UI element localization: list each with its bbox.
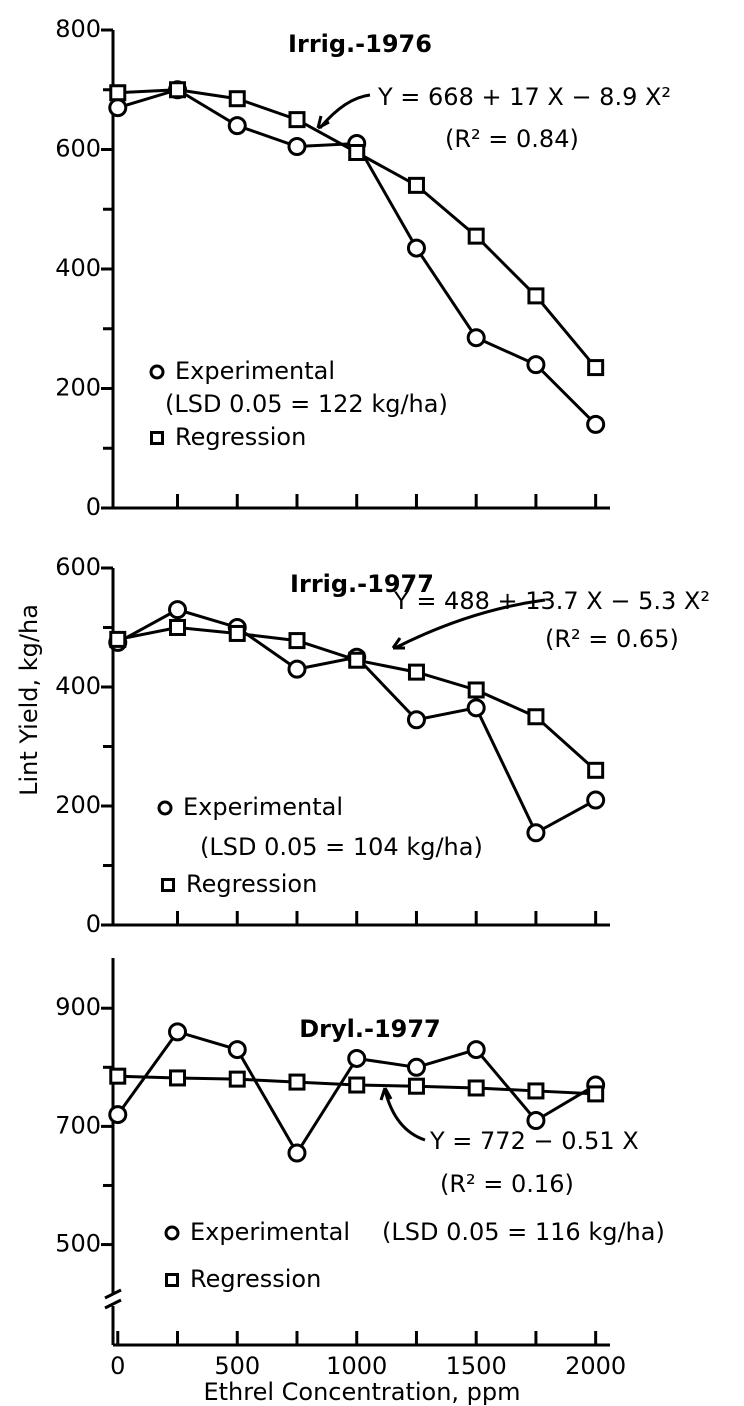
- x-tick-label: 500: [214, 1352, 260, 1380]
- data-point: [287, 137, 307, 157]
- y-tick-label: 200: [55, 374, 101, 402]
- data-point: [526, 823, 546, 843]
- data-point: [526, 355, 546, 375]
- y-tick-label: 800: [55, 15, 101, 43]
- panel-title: Irrig.-1977: [290, 570, 434, 598]
- legend-marker: [161, 878, 175, 892]
- data-point: [287, 659, 307, 679]
- legend-marker: [164, 1225, 180, 1241]
- legend-marker: [157, 800, 173, 816]
- x-tick-label: 0: [110, 1352, 125, 1380]
- data-point: [586, 414, 606, 434]
- data-point: [587, 761, 605, 779]
- y-tick-label: 600: [55, 553, 101, 581]
- data-point: [406, 1057, 426, 1077]
- data-point: [466, 1040, 486, 1060]
- data-point: [406, 238, 426, 258]
- y-tick-label: 600: [55, 135, 101, 163]
- data-point: [527, 708, 545, 726]
- legend-label: Experimental: [183, 793, 343, 821]
- data-point: [168, 1022, 188, 1042]
- legend-label: Regression: [190, 1265, 321, 1293]
- data-point: [407, 1077, 425, 1095]
- legend-note: (LSD 0.05 = 116 kg/ha): [382, 1218, 665, 1246]
- y-tick-label: 400: [55, 254, 101, 282]
- y-tick-label: 700: [55, 1111, 101, 1139]
- r-squared: (R² = 0.65): [545, 625, 679, 653]
- y-tick-label: 900: [55, 993, 101, 1021]
- equation: Y = 668 + 17 X − 8.9 X²: [377, 83, 671, 111]
- axis-break: [104, 1288, 122, 1310]
- legend-note: (LSD 0.05 = 104 kg/ha): [200, 833, 483, 861]
- data-point: [228, 624, 246, 642]
- legend-marker: [165, 1273, 179, 1287]
- data-point: [467, 681, 485, 699]
- data-point: [109, 84, 127, 102]
- data-point: [406, 710, 426, 730]
- legend-label: Experimental: [175, 357, 335, 385]
- r-squared: (R² = 0.16): [440, 1170, 574, 1198]
- x-tick-label: 1000: [326, 1352, 387, 1380]
- data-point: [348, 1076, 366, 1094]
- data-point: [467, 1079, 485, 1097]
- data-point: [466, 328, 486, 348]
- r-squared: (R² = 0.84): [445, 125, 579, 153]
- equation: Y = 772 − 0.51 X: [429, 1127, 639, 1155]
- data-point: [227, 116, 247, 136]
- panel-title: Dryl.-1977: [299, 1015, 441, 1043]
- data-point: [587, 359, 605, 377]
- equation: Y = 488 + 13.7 X − 5.3 X²: [393, 587, 710, 615]
- data-point: [109, 630, 127, 648]
- data-point: [169, 81, 187, 99]
- data-point: [288, 111, 306, 129]
- data-point: [109, 1067, 127, 1085]
- y-tick-label: 0: [86, 493, 101, 521]
- arrow-head: [316, 115, 330, 130]
- data-point: [526, 1110, 546, 1130]
- data-point: [288, 632, 306, 650]
- arrow-head: [391, 637, 405, 650]
- equation-arrow: [394, 598, 546, 650]
- data-point: [287, 1143, 307, 1163]
- legend-label: Regression: [175, 423, 306, 451]
- data-point: [466, 698, 486, 718]
- legend-label: Experimental: [190, 1218, 350, 1246]
- y-tick-label: 0: [86, 910, 101, 938]
- data-point: [169, 1069, 187, 1087]
- x-tick-label: 1500: [446, 1352, 507, 1380]
- legend-marker: [150, 431, 164, 445]
- data-point: [467, 227, 485, 245]
- x-axis-label: Ethrel Concentration, ppm: [203, 1378, 520, 1406]
- data-point: [228, 1070, 246, 1088]
- legend-marker: [149, 364, 165, 380]
- data-point: [169, 619, 187, 636]
- data-point: [168, 600, 188, 620]
- legend-note: (LSD 0.05 = 122 kg/ha): [165, 390, 448, 418]
- data-point: [288, 1073, 306, 1091]
- data-point: [347, 1048, 367, 1068]
- data-point: [108, 98, 128, 118]
- data-point: [586, 790, 606, 810]
- y-tick-label: 500: [55, 1230, 101, 1258]
- y-tick-label: 400: [55, 672, 101, 700]
- data-point: [527, 287, 545, 305]
- data-point: [227, 1040, 247, 1060]
- equation-arrow: [383, 1089, 426, 1142]
- data-point: [348, 651, 366, 669]
- data-point: [228, 90, 246, 108]
- data-point: [587, 1085, 605, 1103]
- data-point: [108, 1105, 128, 1125]
- data-point: [407, 176, 425, 194]
- data-point: [527, 1082, 545, 1100]
- legend-label: Regression: [186, 870, 317, 898]
- data-point: [348, 143, 366, 161]
- panel-title: Irrig.-1976: [288, 30, 432, 58]
- x-tick-label: 2000: [565, 1352, 626, 1380]
- data-point: [407, 663, 425, 681]
- y-axis-label: Lint Yield, kg/ha: [15, 604, 43, 796]
- arrow-head: [379, 1087, 393, 1101]
- y-tick-label: 200: [55, 791, 101, 819]
